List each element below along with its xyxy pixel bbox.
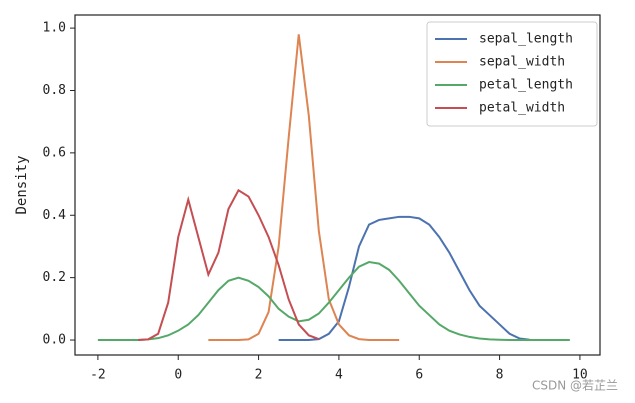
line-series: [278, 215, 530, 342]
x-tick-label: 6: [415, 368, 423, 383]
watermark: CSDN @若芷兰: [532, 379, 618, 393]
x-tick-label: -2: [90, 368, 106, 383]
y-tick-label: 0.8: [43, 83, 66, 98]
y-tick-label: 0.4: [43, 208, 67, 223]
line-series: [208, 34, 400, 342]
x-tick-label: 8: [496, 368, 504, 383]
x-tick-label: 0: [174, 368, 182, 383]
line-series: [97, 261, 570, 342]
y-axis-label: Density: [14, 155, 30, 214]
legend-label: sepal_width: [479, 55, 565, 70]
y-tick-label: 0.6: [43, 145, 66, 160]
x-tick-label: 4: [335, 368, 343, 383]
legend-label: petal_width: [479, 101, 565, 116]
plot-frame: [74, 14, 601, 356]
legend-box: [426, 21, 598, 127]
y-tick-label: 0.2: [43, 270, 66, 285]
y-tick-label: 1.0: [43, 21, 66, 36]
legend-label: sepal_length: [479, 32, 573, 47]
legend-label: petal_length: [479, 78, 573, 93]
y-tick-label: 0.0: [43, 333, 66, 348]
x-tick-label: 2: [255, 368, 263, 383]
line-series: [137, 188, 320, 342]
x-tick-label: 10: [572, 368, 588, 383]
